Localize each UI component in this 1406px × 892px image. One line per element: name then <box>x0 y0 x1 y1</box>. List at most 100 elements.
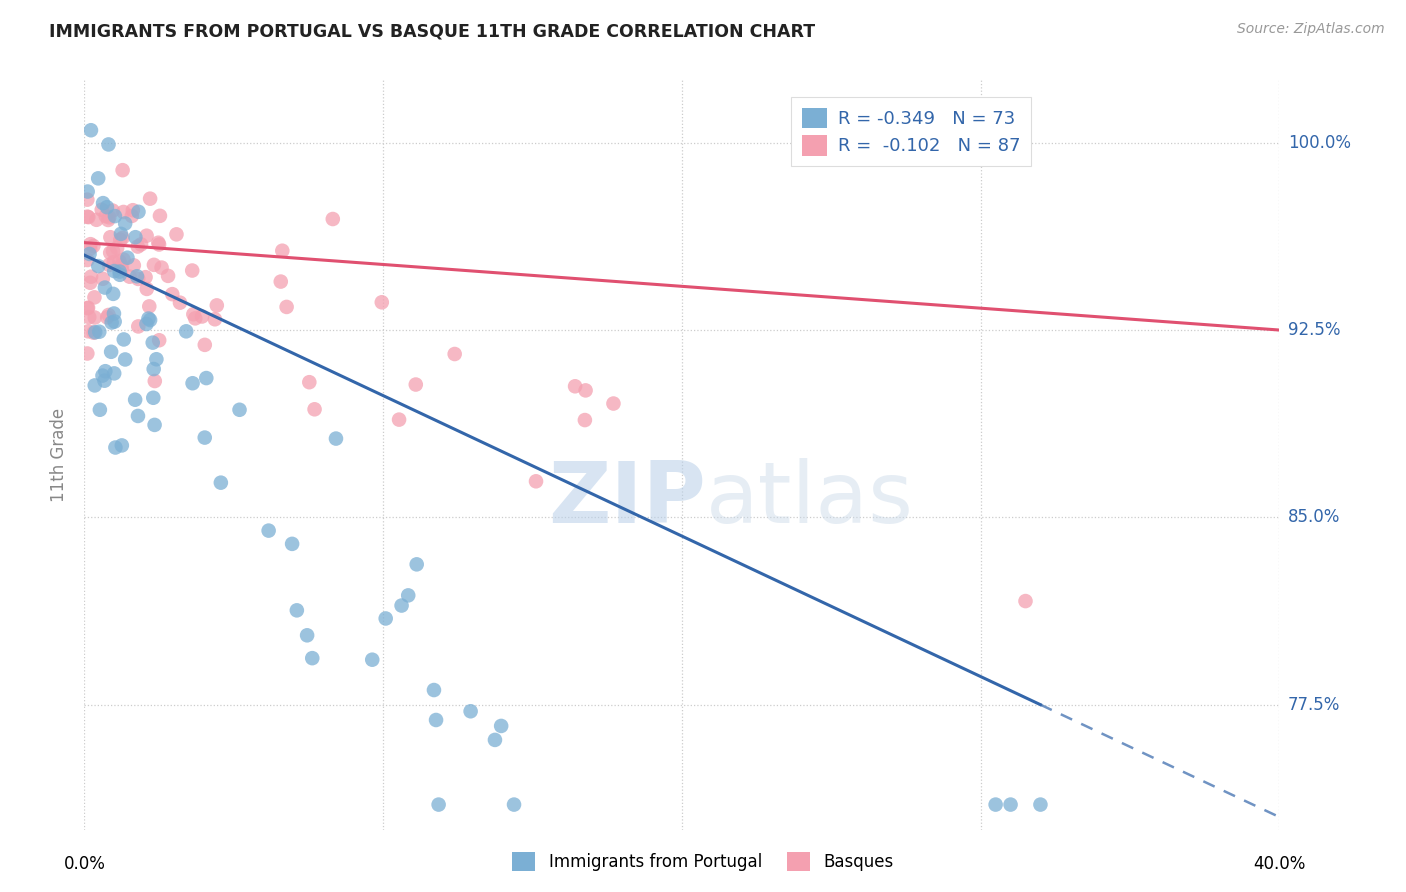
Point <box>83 290 105 304</box>
Point <box>91 368 114 383</box>
Point <box>103 306 125 320</box>
Point <box>205 298 228 312</box>
Point <box>89 402 111 417</box>
Point <box>98 245 121 260</box>
Point <box>191 310 214 324</box>
Point <box>143 374 166 388</box>
Point <box>94 209 117 223</box>
Point <box>181 263 204 277</box>
Point <box>110 233 132 247</box>
Point <box>1000 797 1022 812</box>
Point <box>117 251 139 265</box>
Point <box>83 310 105 325</box>
Point <box>84 325 107 339</box>
Legend: R = -0.349   N = 73, R =  -0.102   N = 87: R = -0.349 N = 73, R = -0.102 N = 87 <box>792 97 1032 167</box>
Point <box>111 231 134 245</box>
Point <box>76 193 98 207</box>
Point <box>257 524 280 538</box>
Point <box>138 311 160 326</box>
Point <box>121 209 143 223</box>
Point <box>96 200 118 214</box>
Point <box>564 379 586 393</box>
Point <box>100 344 122 359</box>
Point <box>388 412 411 426</box>
Point <box>104 209 127 223</box>
Point <box>127 272 149 286</box>
Point <box>97 308 120 322</box>
Point <box>90 202 112 217</box>
Point <box>121 203 143 218</box>
Text: 0.0%: 0.0% <box>63 855 105 872</box>
Point <box>298 375 321 389</box>
Point <box>276 300 298 314</box>
Point <box>111 163 134 178</box>
Point <box>423 683 446 698</box>
Point <box>79 276 101 290</box>
Point <box>108 264 131 278</box>
Point <box>127 204 149 219</box>
Point <box>100 230 122 244</box>
Text: Source: ZipAtlas.com: Source: ZipAtlas.com <box>1237 22 1385 37</box>
Point <box>602 396 624 410</box>
Point <box>97 213 120 227</box>
Point <box>122 259 145 273</box>
Point <box>425 713 447 727</box>
Text: ZIP: ZIP <box>548 458 706 541</box>
Point <box>183 307 205 321</box>
Point <box>82 239 104 253</box>
Point <box>157 268 180 283</box>
Point <box>96 310 118 325</box>
Text: 85.0%: 85.0% <box>1288 508 1340 526</box>
Point <box>325 432 347 446</box>
Point <box>77 301 100 315</box>
Point <box>77 210 100 224</box>
Point <box>301 651 323 665</box>
Point <box>89 325 111 339</box>
Point <box>304 402 326 417</box>
Point <box>169 295 191 310</box>
Point <box>204 312 226 326</box>
Point <box>114 217 136 231</box>
Point <box>391 599 413 613</box>
Point <box>125 269 148 284</box>
Point <box>194 338 217 352</box>
Point <box>427 797 450 812</box>
Point <box>139 313 162 327</box>
Point <box>114 352 136 367</box>
Point <box>79 247 101 261</box>
Point <box>124 230 146 244</box>
Point <box>112 333 135 347</box>
Text: IMMIGRANTS FROM PORTUGAL VS BASQUE 11TH GRADE CORRELATION CHART: IMMIGRANTS FROM PORTUGAL VS BASQUE 11TH … <box>49 22 815 40</box>
Point <box>97 137 120 152</box>
Point <box>104 441 127 455</box>
Point <box>77 310 100 325</box>
Point <box>135 317 157 331</box>
Point <box>94 364 117 378</box>
Point <box>135 270 157 285</box>
Point <box>94 280 117 294</box>
Point <box>1029 797 1052 812</box>
Point <box>79 242 101 256</box>
Point <box>135 282 157 296</box>
Point <box>127 319 149 334</box>
Point <box>524 475 547 489</box>
Point <box>281 537 304 551</box>
Point <box>148 333 170 347</box>
Point <box>295 628 318 642</box>
Point <box>145 352 167 367</box>
Point <box>174 324 197 338</box>
Point <box>98 211 121 225</box>
Point <box>108 254 131 268</box>
Point <box>195 371 218 385</box>
Point <box>574 413 596 427</box>
Point <box>405 377 427 392</box>
Point <box>443 347 465 361</box>
Point <box>129 237 152 252</box>
Point <box>87 259 110 273</box>
Point <box>574 384 596 398</box>
Point <box>984 797 1007 812</box>
Point <box>194 431 217 445</box>
Point <box>271 244 294 258</box>
Point <box>83 326 105 340</box>
Point <box>111 438 134 452</box>
